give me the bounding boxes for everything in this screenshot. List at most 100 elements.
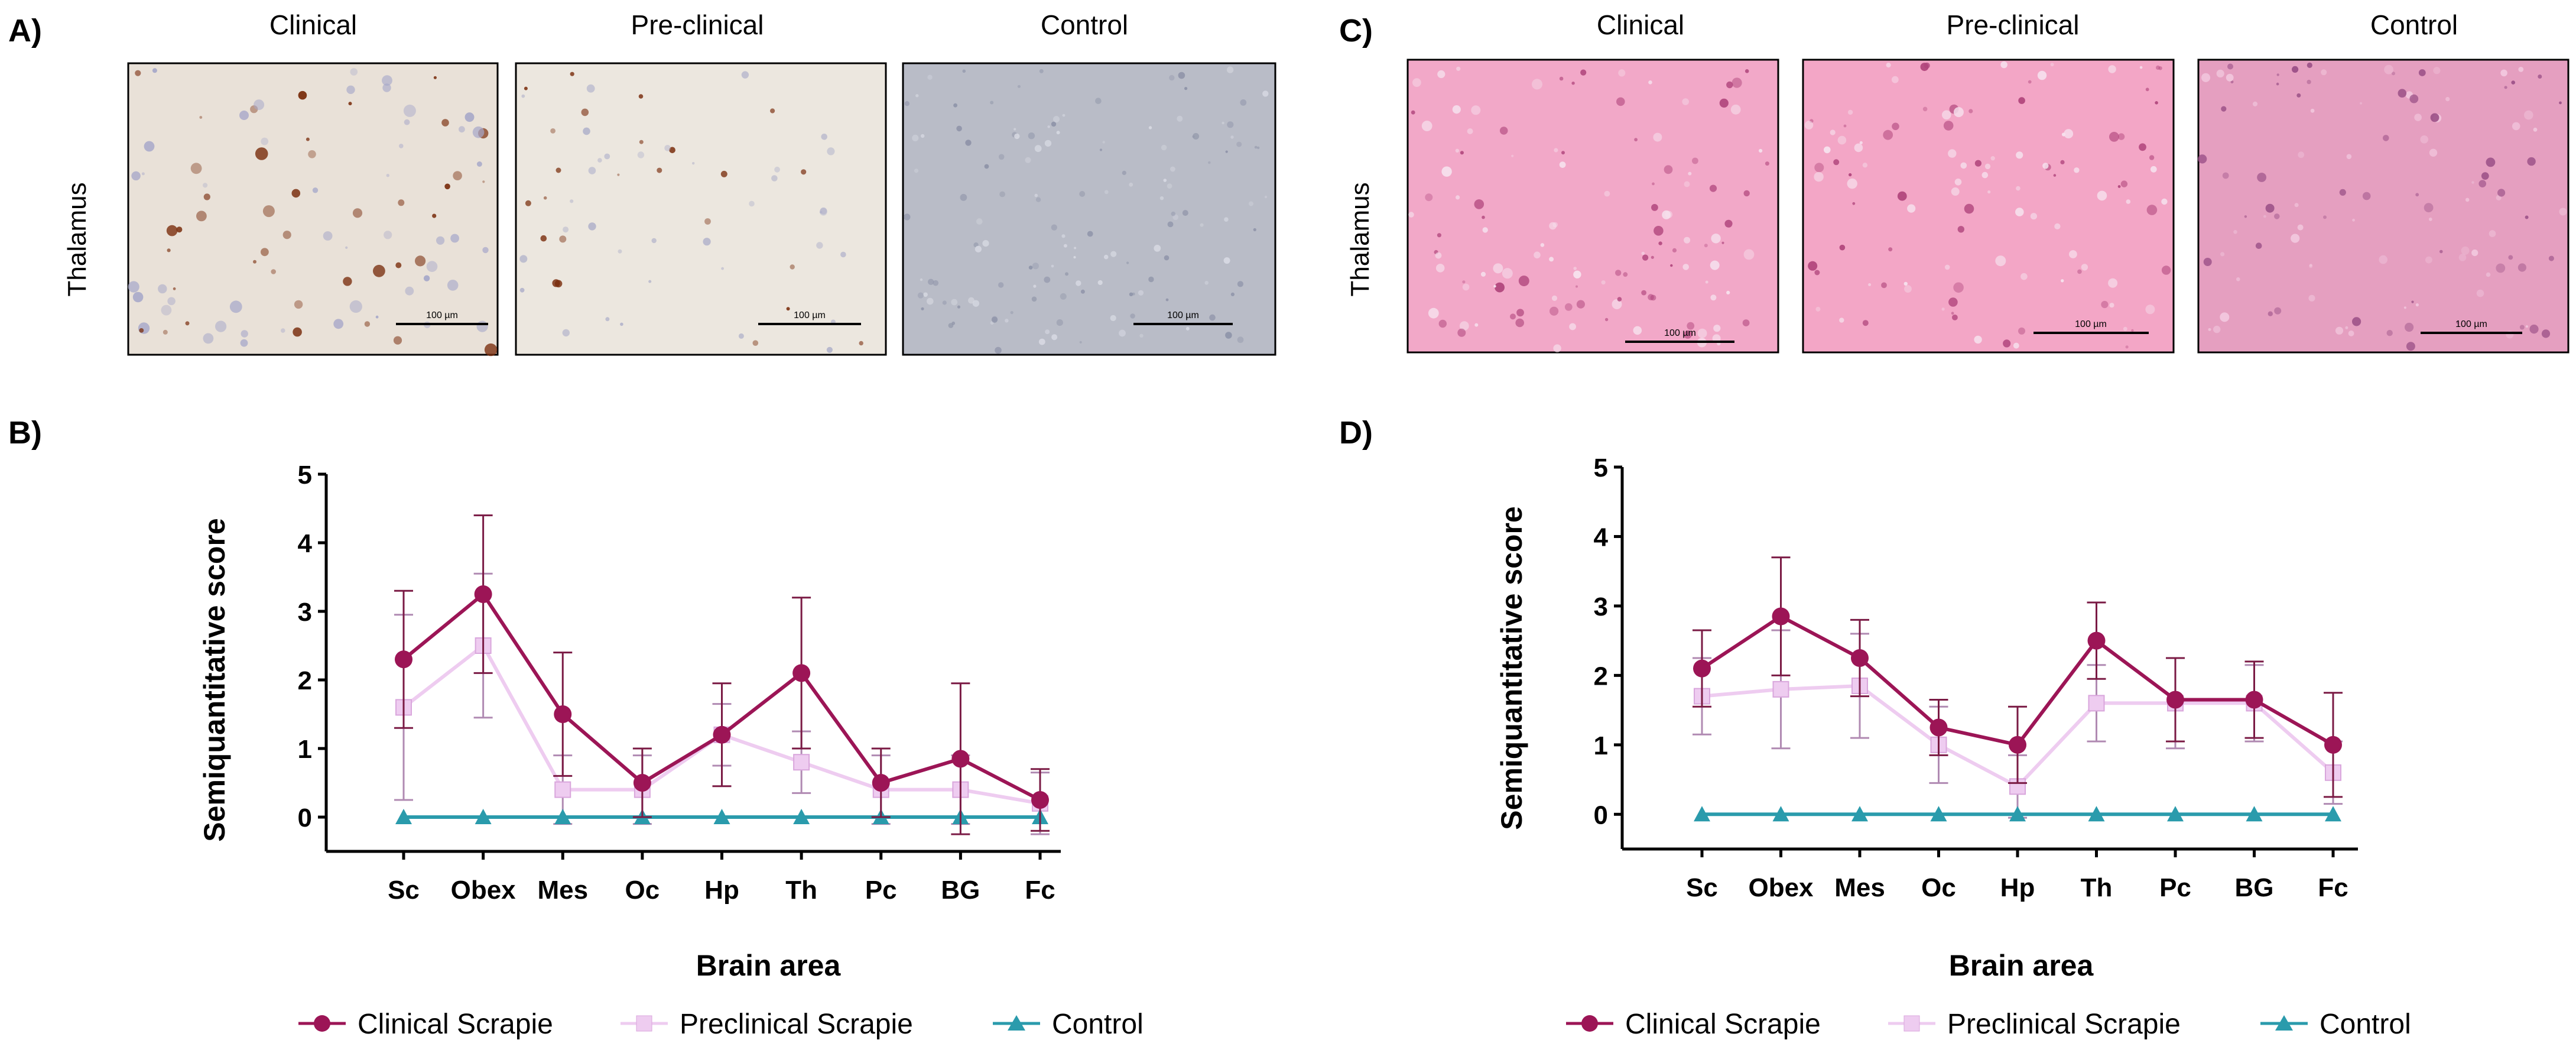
- tissue-spot: [2139, 66, 2143, 69]
- tissue-spot: [1435, 252, 1442, 259]
- tissue-spot: [965, 140, 972, 146]
- tissue-spot: [271, 269, 277, 274]
- tissue-spot: [203, 193, 210, 200]
- tissue-spot: [2425, 256, 2432, 264]
- tissue-spot: [308, 150, 316, 158]
- tissue-spot: [638, 94, 644, 99]
- tissue-spot: [920, 278, 923, 281]
- tissue-spot: [1110, 315, 1116, 322]
- x-tick-label: Th: [2081, 873, 2113, 902]
- tissue-spot: [1169, 74, 1175, 81]
- panel-a-row-label: Thalamus: [63, 182, 92, 296]
- tissue-spot: [472, 126, 485, 138]
- data-point: [1031, 791, 1049, 809]
- tissue-spot: [1237, 281, 1243, 287]
- tissue-spot: [128, 281, 139, 293]
- tissue-spot: [423, 275, 430, 281]
- tissue-spot: [2525, 215, 2529, 219]
- tissue-spot: [373, 264, 385, 277]
- tissue-spot: [1493, 263, 1503, 274]
- data-point: [1851, 649, 1869, 667]
- tissue-spot: [2486, 272, 2491, 277]
- tissue-spot: [999, 191, 1005, 197]
- tissue-spot: [403, 104, 416, 117]
- data-point: [1772, 681, 1789, 698]
- tissue-spot: [992, 316, 998, 322]
- tissue-spot: [1200, 223, 1204, 227]
- tissue-spot: [1051, 121, 1057, 127]
- tissue-spot: [588, 222, 596, 231]
- y-tick-label: 5: [1594, 453, 1608, 482]
- x-tick-label: BG: [941, 876, 980, 905]
- tissue-spot: [1005, 319, 1009, 323]
- tissue-spot: [1922, 106, 1928, 112]
- tissue-spot: [2061, 279, 2064, 283]
- tissue-spot: [904, 101, 910, 106]
- data-point: [475, 809, 492, 824]
- tissue-spot: [158, 284, 167, 294]
- tissue-spot: [1441, 166, 1452, 177]
- tissue-spot: [1664, 165, 1673, 174]
- tissue-spot: [1719, 98, 1729, 108]
- tissue-spot: [1704, 244, 1708, 248]
- tissue-spot: [1534, 251, 1541, 259]
- tissue-spot: [1726, 290, 1730, 294]
- data-point: [713, 725, 731, 744]
- tissue-spot: [1224, 217, 1229, 222]
- tissue-spot: [2158, 66, 2162, 70]
- tissue-spot: [933, 280, 939, 286]
- tissue-spot: [692, 162, 695, 165]
- tissue-spot: [2263, 215, 2266, 218]
- tissue-spot: [1601, 280, 1606, 285]
- tissue-spot: [1034, 145, 1042, 153]
- tissue-spot: [1990, 156, 1995, 161]
- tissue-spot: [921, 307, 924, 310]
- tissue-spot: [343, 277, 352, 286]
- tissue-spot: [1648, 80, 1652, 85]
- tissue-spot: [721, 267, 724, 270]
- tissue-spot: [1653, 132, 1662, 142]
- tissue-spot: [840, 251, 846, 258]
- tissue-spot: [1888, 247, 1893, 252]
- tissue-spot: [2420, 135, 2428, 144]
- tissue-spot: [2244, 215, 2247, 218]
- tissue-spot: [648, 280, 652, 283]
- legend-control-label: Control: [1052, 1009, 1144, 1040]
- tissue-spot: [1617, 297, 1622, 302]
- tissue-spot: [2123, 326, 2127, 331]
- tissue-spot: [1951, 312, 1954, 315]
- tissue-spot: [1559, 76, 1564, 81]
- tissue-spot: [2489, 230, 2496, 237]
- tissue-spot: [1164, 255, 1170, 261]
- tissue-spot: [444, 183, 450, 190]
- tissue-spot: [914, 169, 919, 173]
- scale-bar-label: 100 µm: [2455, 319, 2487, 329]
- tissue-spot: [2383, 135, 2389, 141]
- tissue-spot: [2139, 143, 2146, 151]
- tissue-spot: [669, 147, 675, 154]
- tissue-spot: [1148, 276, 1154, 283]
- tissue-spot: [1253, 228, 1256, 232]
- data-point: [2325, 806, 2341, 822]
- tissue-spot: [2161, 198, 2168, 205]
- tissue-spot: [240, 339, 248, 347]
- tissue-spot: [1104, 190, 1109, 195]
- tissue-spot: [2042, 163, 2049, 169]
- tissue-spot: [1471, 105, 1481, 115]
- tissue-spot: [998, 154, 1005, 160]
- scale-bar-label: 100 µm: [2075, 319, 2107, 329]
- data-point: [554, 705, 572, 723]
- tissue-spot: [1518, 276, 1529, 287]
- tissue-spot: [1839, 317, 1844, 323]
- tissue-spot: [1034, 193, 1038, 197]
- data-point: [633, 774, 651, 792]
- tissue-spot: [2538, 74, 2542, 79]
- tissue-spot: [651, 238, 657, 244]
- tissue-spot: [2109, 303, 2114, 308]
- tissue-spot: [2500, 69, 2507, 77]
- tissue-spot: [2198, 154, 2207, 164]
- tissue-spot: [2362, 192, 2371, 200]
- y-tick-label: 2: [298, 666, 312, 695]
- y-tick-label: 5: [298, 461, 312, 490]
- tissue-spot: [951, 299, 958, 306]
